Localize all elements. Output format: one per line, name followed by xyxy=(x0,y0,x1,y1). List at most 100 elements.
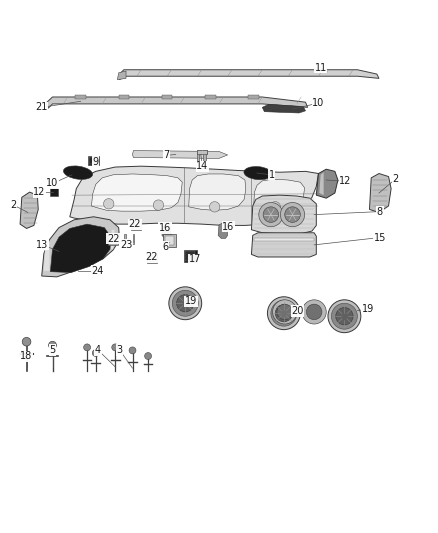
Bar xyxy=(254,238,314,241)
Text: 9: 9 xyxy=(93,157,99,167)
Polygon shape xyxy=(20,192,38,229)
Bar xyxy=(205,95,215,99)
Polygon shape xyxy=(262,104,305,113)
Polygon shape xyxy=(316,169,338,198)
Text: 3: 3 xyxy=(117,345,123,355)
Bar xyxy=(184,250,197,262)
Polygon shape xyxy=(319,172,324,195)
Text: 15: 15 xyxy=(374,232,386,243)
Circle shape xyxy=(84,344,91,351)
Polygon shape xyxy=(218,222,228,238)
Bar xyxy=(50,188,58,196)
Circle shape xyxy=(270,201,280,212)
Text: 2: 2 xyxy=(11,200,17,210)
Text: 17: 17 xyxy=(189,254,201,264)
Text: 22: 22 xyxy=(146,252,158,262)
Text: 20: 20 xyxy=(292,306,304,316)
Circle shape xyxy=(129,347,136,354)
Bar xyxy=(108,235,118,245)
Circle shape xyxy=(259,203,283,227)
Bar xyxy=(89,157,98,165)
Polygon shape xyxy=(120,70,379,80)
Polygon shape xyxy=(197,150,201,160)
Text: 8: 8 xyxy=(377,207,383,216)
Polygon shape xyxy=(50,224,111,272)
Circle shape xyxy=(332,303,357,329)
Polygon shape xyxy=(124,234,134,244)
Polygon shape xyxy=(203,150,207,160)
Text: 7: 7 xyxy=(163,150,170,160)
Text: 6: 6 xyxy=(162,242,168,252)
Circle shape xyxy=(263,207,279,222)
Text: 1: 1 xyxy=(268,170,275,180)
Circle shape xyxy=(272,300,297,324)
Polygon shape xyxy=(111,230,115,249)
Circle shape xyxy=(336,308,353,325)
Polygon shape xyxy=(189,174,246,211)
Ellipse shape xyxy=(64,166,92,180)
Polygon shape xyxy=(92,174,182,211)
Text: 12: 12 xyxy=(339,176,351,187)
Bar xyxy=(149,255,155,261)
Text: 19: 19 xyxy=(362,304,374,314)
Circle shape xyxy=(103,199,114,209)
Polygon shape xyxy=(251,233,316,257)
Circle shape xyxy=(172,290,198,316)
Polygon shape xyxy=(46,97,307,108)
Polygon shape xyxy=(70,166,318,225)
Bar xyxy=(248,95,259,99)
Circle shape xyxy=(277,304,293,320)
Text: 16: 16 xyxy=(223,222,235,232)
Circle shape xyxy=(285,207,300,222)
Circle shape xyxy=(169,287,202,320)
Text: 13: 13 xyxy=(36,240,49,250)
Circle shape xyxy=(271,300,297,326)
Circle shape xyxy=(280,203,304,227)
Text: 16: 16 xyxy=(159,223,171,233)
Text: 22: 22 xyxy=(107,234,119,244)
Text: 10: 10 xyxy=(312,98,325,108)
Polygon shape xyxy=(254,179,304,211)
Text: 19: 19 xyxy=(185,296,197,306)
Circle shape xyxy=(302,300,326,324)
Circle shape xyxy=(145,352,152,359)
Text: 2: 2 xyxy=(392,174,399,184)
Text: 24: 24 xyxy=(92,266,104,276)
Bar xyxy=(147,253,157,263)
Circle shape xyxy=(306,304,322,320)
Circle shape xyxy=(112,344,119,351)
Polygon shape xyxy=(44,240,49,271)
Polygon shape xyxy=(162,224,171,238)
Bar xyxy=(119,95,129,99)
Circle shape xyxy=(49,341,57,349)
Bar xyxy=(197,150,207,154)
Text: 18: 18 xyxy=(21,351,33,361)
Circle shape xyxy=(153,200,164,211)
Bar xyxy=(134,222,138,228)
Circle shape xyxy=(22,337,31,346)
Text: 11: 11 xyxy=(314,62,327,72)
Polygon shape xyxy=(117,71,126,80)
Bar xyxy=(110,237,116,243)
Text: 10: 10 xyxy=(46,179,59,189)
Bar xyxy=(185,252,195,261)
Text: 14: 14 xyxy=(196,161,208,171)
Circle shape xyxy=(328,300,361,333)
Text: 4: 4 xyxy=(95,345,101,355)
Circle shape xyxy=(275,304,293,322)
Bar xyxy=(75,95,86,99)
Bar xyxy=(131,220,141,230)
Circle shape xyxy=(177,295,194,312)
Polygon shape xyxy=(370,174,391,213)
Circle shape xyxy=(209,201,220,212)
Bar xyxy=(163,234,176,247)
Polygon shape xyxy=(133,151,228,158)
Circle shape xyxy=(92,350,99,357)
Text: 21: 21 xyxy=(35,102,48,112)
Circle shape xyxy=(268,297,300,329)
Bar xyxy=(88,156,99,165)
Bar xyxy=(165,236,173,245)
Polygon shape xyxy=(251,195,316,233)
Text: 5: 5 xyxy=(49,345,56,355)
Text: 23: 23 xyxy=(120,240,132,250)
